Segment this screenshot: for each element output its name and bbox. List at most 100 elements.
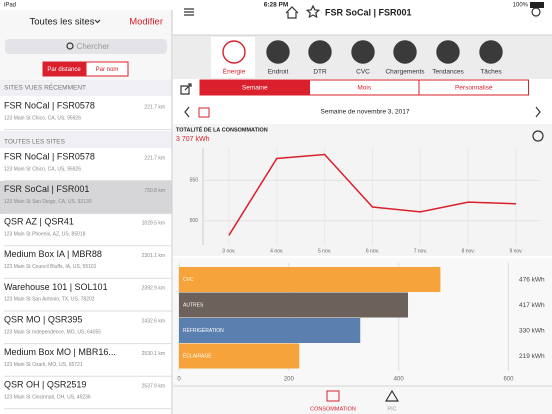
site-name: Medium Box MO | MBR16... <box>4 347 116 357</box>
sort-option[interactable] <box>42 61 86 77</box>
site-distance: 221.7 km <box>144 104 165 110</box>
edit-button[interactable]: Modifier <box>129 17 163 28</box>
period-option[interactable] <box>418 79 529 96</box>
tab-icon[interactable] <box>393 40 417 64</box>
site-name: Medium Box IA | MBR88 <box>4 249 102 259</box>
site-distance: 221.7 km <box>144 155 165 161</box>
x-tick-label: 8 nov. <box>462 248 475 254</box>
site-distance: 750.8 km <box>144 188 165 194</box>
next-arrow[interactable] <box>535 106 541 118</box>
site-name: QSR MO | QSR395 <box>4 314 82 324</box>
period-label: Mois <box>357 85 371 92</box>
clock: 6:28 PM <box>264 2 289 9</box>
site-name: FSR SoCal | FSR001 <box>4 184 89 194</box>
peak-icon[interactable] <box>384 389 400 402</box>
site-address: 123 Main St Chico, CA, US, 95926 <box>4 115 81 121</box>
star-icon[interactable] <box>305 4 321 19</box>
tab-label[interactable]: DTR <box>313 69 327 76</box>
y-tick-label: 550 <box>190 178 199 184</box>
tab-label[interactable]: Tendances <box>432 69 464 76</box>
section-title: SITES VUES RÉCEMMENT <box>4 83 86 92</box>
site-distance: 2537.9 km <box>142 384 165 390</box>
section-title: TOUTES LES SITES <box>4 139 66 146</box>
export-icon[interactable] <box>180 83 192 95</box>
tab-icon[interactable] <box>222 40 246 64</box>
tab-label[interactable]: Tâches <box>480 69 502 76</box>
sidebar-title[interactable]: Toutes les sites <box>30 17 95 28</box>
sort-label: Par nom <box>96 67 119 73</box>
site-address: 123 Main St Cincinnati, OH, US, 45236 <box>4 395 91 401</box>
chart-title: TOTALITÉ DE LA CONSOMMATION <box>176 125 268 133</box>
site-name: FSR NoCal | FSR0578 <box>4 151 95 161</box>
menu-icon[interactable] <box>184 8 194 16</box>
site-address: 123 Main St Phoenix, AZ, US, 85018 <box>4 232 86 238</box>
x-tick-label: 9 nov. <box>509 248 522 254</box>
site-address: 123 Main St Chico, CA, US, 95926 <box>4 166 81 172</box>
line-series <box>228 153 517 236</box>
bottom-tab-label[interactable]: CONSOMMATION <box>310 406 356 412</box>
x-tick-label: 0 <box>177 377 181 383</box>
value-label: 330 kWh <box>519 327 545 334</box>
section-bg <box>0 80 172 96</box>
value-label: 417 kWh <box>519 302 545 309</box>
battery-icon <box>530 2 544 8</box>
site-distance: 2530.1 km <box>142 351 165 357</box>
bar <box>179 267 441 292</box>
tab-icon[interactable] <box>308 40 332 64</box>
tab-label[interactable]: Endroit <box>268 69 289 76</box>
y-tick-label: 500 <box>190 218 199 224</box>
sort-option[interactable] <box>85 61 129 77</box>
x-tick-label: 7 nov. <box>414 248 427 254</box>
site-address: 123 Main St Ozark, MO, US, 65721 <box>4 362 83 368</box>
tab-label[interactable]: Énergie <box>223 67 246 76</box>
selected-row <box>0 181 172 214</box>
site-name: QSR OH | QSR2519 <box>4 380 86 390</box>
chevron <box>94 19 101 24</box>
calendar-icon[interactable] <box>198 107 210 118</box>
x-tick-label: 6 nov. <box>366 248 379 254</box>
bar-label: RÉFRIGÉRATION <box>183 327 224 334</box>
site-distance: 2432.6 km <box>142 318 165 324</box>
search-box[interactable] <box>5 39 167 54</box>
x-tick-label: 5 nov. <box>318 248 331 254</box>
site-name: QSR AZ | QSR41 <box>4 217 74 227</box>
chart-subtitle: 3 707 kWh <box>176 136 210 143</box>
bar-label: CVC <box>183 277 194 283</box>
site-name: Warehouse 101 | SOL101 <box>4 282 108 292</box>
site-distance: 2392.9 km <box>142 286 165 292</box>
tab-icon[interactable] <box>266 40 290 64</box>
site-title: FSR SoCal | FSR001 <box>325 7 412 17</box>
x-tick-label: 3 nov. <box>222 248 235 254</box>
bar <box>179 343 300 369</box>
home-icon[interactable] <box>285 6 299 19</box>
bar <box>179 318 361 343</box>
bar-label: AUTRES <box>183 303 204 309</box>
consumption-icon[interactable] <box>326 390 340 402</box>
value-label: 219 kWh <box>519 353 545 360</box>
bottom-tab-label[interactable]: PIC <box>387 406 396 412</box>
prev-arrow[interactable] <box>184 106 190 118</box>
site-distance: 1029.5 km <box>142 221 165 227</box>
site-distance: 2301.1 km <box>142 253 165 259</box>
line-card <box>173 124 552 256</box>
tab-icon[interactable] <box>479 40 503 64</box>
info-icon[interactable] <box>532 130 544 142</box>
tab-icon[interactable] <box>436 40 460 64</box>
tab-icon[interactable] <box>351 40 375 64</box>
value-label: 476 kWh <box>519 276 545 283</box>
site-address: 123 Main St Independence, MO, US, 64055 <box>4 329 101 335</box>
period-label: Personnalisé <box>455 85 493 92</box>
carrier: iPad <box>4 3 16 9</box>
x-tick-label: 200 <box>284 377 295 383</box>
tab-label[interactable]: Chargements <box>385 69 425 76</box>
search-icon <box>66 42 74 50</box>
section-bg <box>0 131 172 148</box>
site-address: 123 Main St San Antonio, TX, US, 78202 <box>4 297 95 303</box>
tab-label[interactable]: CVC <box>356 69 370 76</box>
site-name: FSR NoCal | FSR0578 <box>4 100 95 110</box>
x-tick-label: 600 <box>504 377 515 383</box>
battery: 100% <box>513 3 529 9</box>
site-address: 123 Main St Council Bluffs, IA, US, 5510… <box>4 264 97 270</box>
